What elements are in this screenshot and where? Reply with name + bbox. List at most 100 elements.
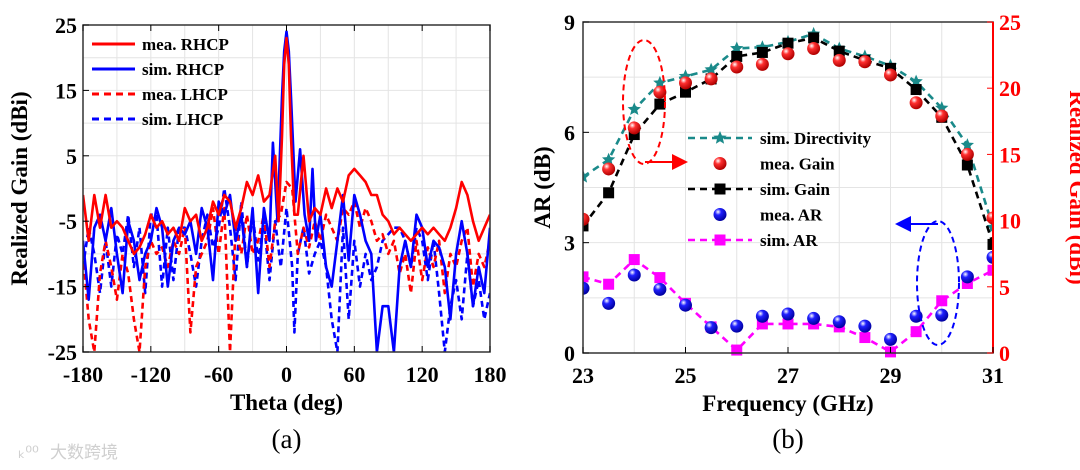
y-tick-label: 0 <box>564 341 575 366</box>
blue-ellipse-annotation <box>916 220 960 346</box>
sphere-marker <box>884 332 897 346</box>
legend-label: mea. AR <box>760 206 823 225</box>
sphere-marker <box>909 309 923 323</box>
sphere-marker <box>909 96 923 110</box>
star-marker <box>678 69 693 82</box>
sphere-marker <box>679 76 692 90</box>
square-marker <box>714 234 726 246</box>
y-right-tick-label: 20 <box>999 76 1021 101</box>
x-axis-label: Frequency (GHz) <box>702 391 873 416</box>
square-marker <box>731 344 743 356</box>
y-axis-label: AR (dB) <box>530 146 555 228</box>
x-tick-label: -180 <box>63 362 103 387</box>
x-tick-label: 60 <box>343 362 365 387</box>
star-marker <box>713 131 727 144</box>
series-line-mea-rhcp <box>83 36 490 256</box>
sphere-marker <box>653 85 667 99</box>
sphere-marker <box>653 282 667 296</box>
sphere-marker <box>832 315 846 329</box>
square-marker <box>654 98 666 110</box>
y-axis-label: Realized Gain (dBi) <box>7 91 32 285</box>
square-marker <box>961 277 973 289</box>
square-marker <box>583 271 589 283</box>
x-axis-label: Theta (deg) <box>230 390 343 415</box>
sphere-marker <box>832 53 846 67</box>
y-tick-label: 5 <box>66 144 77 169</box>
y-tick-label: 15 <box>55 78 77 103</box>
sphere-marker <box>781 47 795 61</box>
legend-label: mea. Gain <box>760 155 835 174</box>
watermark-logo: ₖ⁰⁰ <box>18 443 39 463</box>
x-tick-label: 180 <box>474 362 507 387</box>
square-marker <box>782 37 794 49</box>
sphere-marker <box>627 121 641 135</box>
square-marker <box>680 86 691 98</box>
sphere-marker <box>713 208 727 221</box>
sphere-marker <box>935 109 949 123</box>
legend-label: mea. RHCP <box>142 35 229 54</box>
sphere-marker <box>583 281 590 295</box>
x-tick-label: 23 <box>572 363 594 388</box>
sphere-marker <box>986 211 993 225</box>
square-marker <box>654 272 666 284</box>
star-marker <box>602 152 616 166</box>
square-marker <box>756 318 768 330</box>
square-marker <box>756 46 768 58</box>
square-marker <box>859 332 871 344</box>
sphere-marker <box>858 319 872 333</box>
sphere-marker <box>704 321 718 335</box>
sphere-marker <box>583 212 590 226</box>
star-marker <box>704 62 718 76</box>
sphere-marker <box>730 60 744 74</box>
x-tick-label: 27 <box>777 363 799 388</box>
x-tick-label: -120 <box>131 362 171 387</box>
sphere-marker <box>679 298 692 312</box>
sphere-marker <box>755 309 769 323</box>
sphere-marker <box>807 311 821 325</box>
star-marker <box>627 102 641 115</box>
star-marker <box>986 220 993 233</box>
sphere-marker <box>627 268 641 282</box>
y-right-tick-label: 25 <box>999 10 1021 35</box>
star-marker <box>653 75 667 89</box>
y-right-tick-label: 5 <box>999 275 1010 300</box>
square-marker <box>731 50 743 62</box>
y-tick-label: 25 <box>55 13 77 38</box>
red-ellipse-annotation <box>622 39 666 165</box>
x-tick-label: 31 <box>982 363 1004 388</box>
x-tick-label: 29 <box>880 363 902 388</box>
square-marker <box>583 220 589 232</box>
legend-label: sim. LHCP <box>142 110 223 129</box>
sphere-marker <box>960 270 974 284</box>
legend-label: sim. Gain <box>760 180 830 199</box>
star-marker <box>960 138 974 151</box>
sphere-marker <box>602 296 616 310</box>
caption: (b) <box>772 424 803 454</box>
square-marker <box>782 318 794 330</box>
y-right-tick-label: 10 <box>999 209 1021 234</box>
sphere-marker <box>884 68 897 82</box>
sphere-marker <box>960 147 974 161</box>
sphere-marker <box>602 162 616 176</box>
sphere-marker <box>704 72 718 86</box>
square-marker <box>808 32 820 44</box>
sphere-marker <box>935 308 949 322</box>
x-tick-label: 120 <box>406 362 439 387</box>
sphere-marker <box>713 157 727 170</box>
square-marker <box>936 295 948 307</box>
x-tick-label: 25 <box>675 363 697 388</box>
watermark: 大数跨境 <box>50 443 118 463</box>
y-right-axis-label: Realized Gain (dBi) <box>1065 90 1080 284</box>
plot-area <box>583 26 993 358</box>
legend-label: sim. RHCP <box>142 60 224 79</box>
y-right-tick-label: 15 <box>999 142 1021 167</box>
x-tick-label: 0 <box>281 362 292 387</box>
sphere-marker <box>730 319 744 333</box>
square-marker <box>910 84 922 96</box>
square-marker <box>885 62 896 74</box>
legend-label: sim. AR <box>760 231 818 250</box>
chart-a: -180 -120 -60 0 60 120 180 25 15 5 -5 -15 -25 Theta (… <box>7 13 507 454</box>
y-tick-label: -15 <box>48 275 77 300</box>
